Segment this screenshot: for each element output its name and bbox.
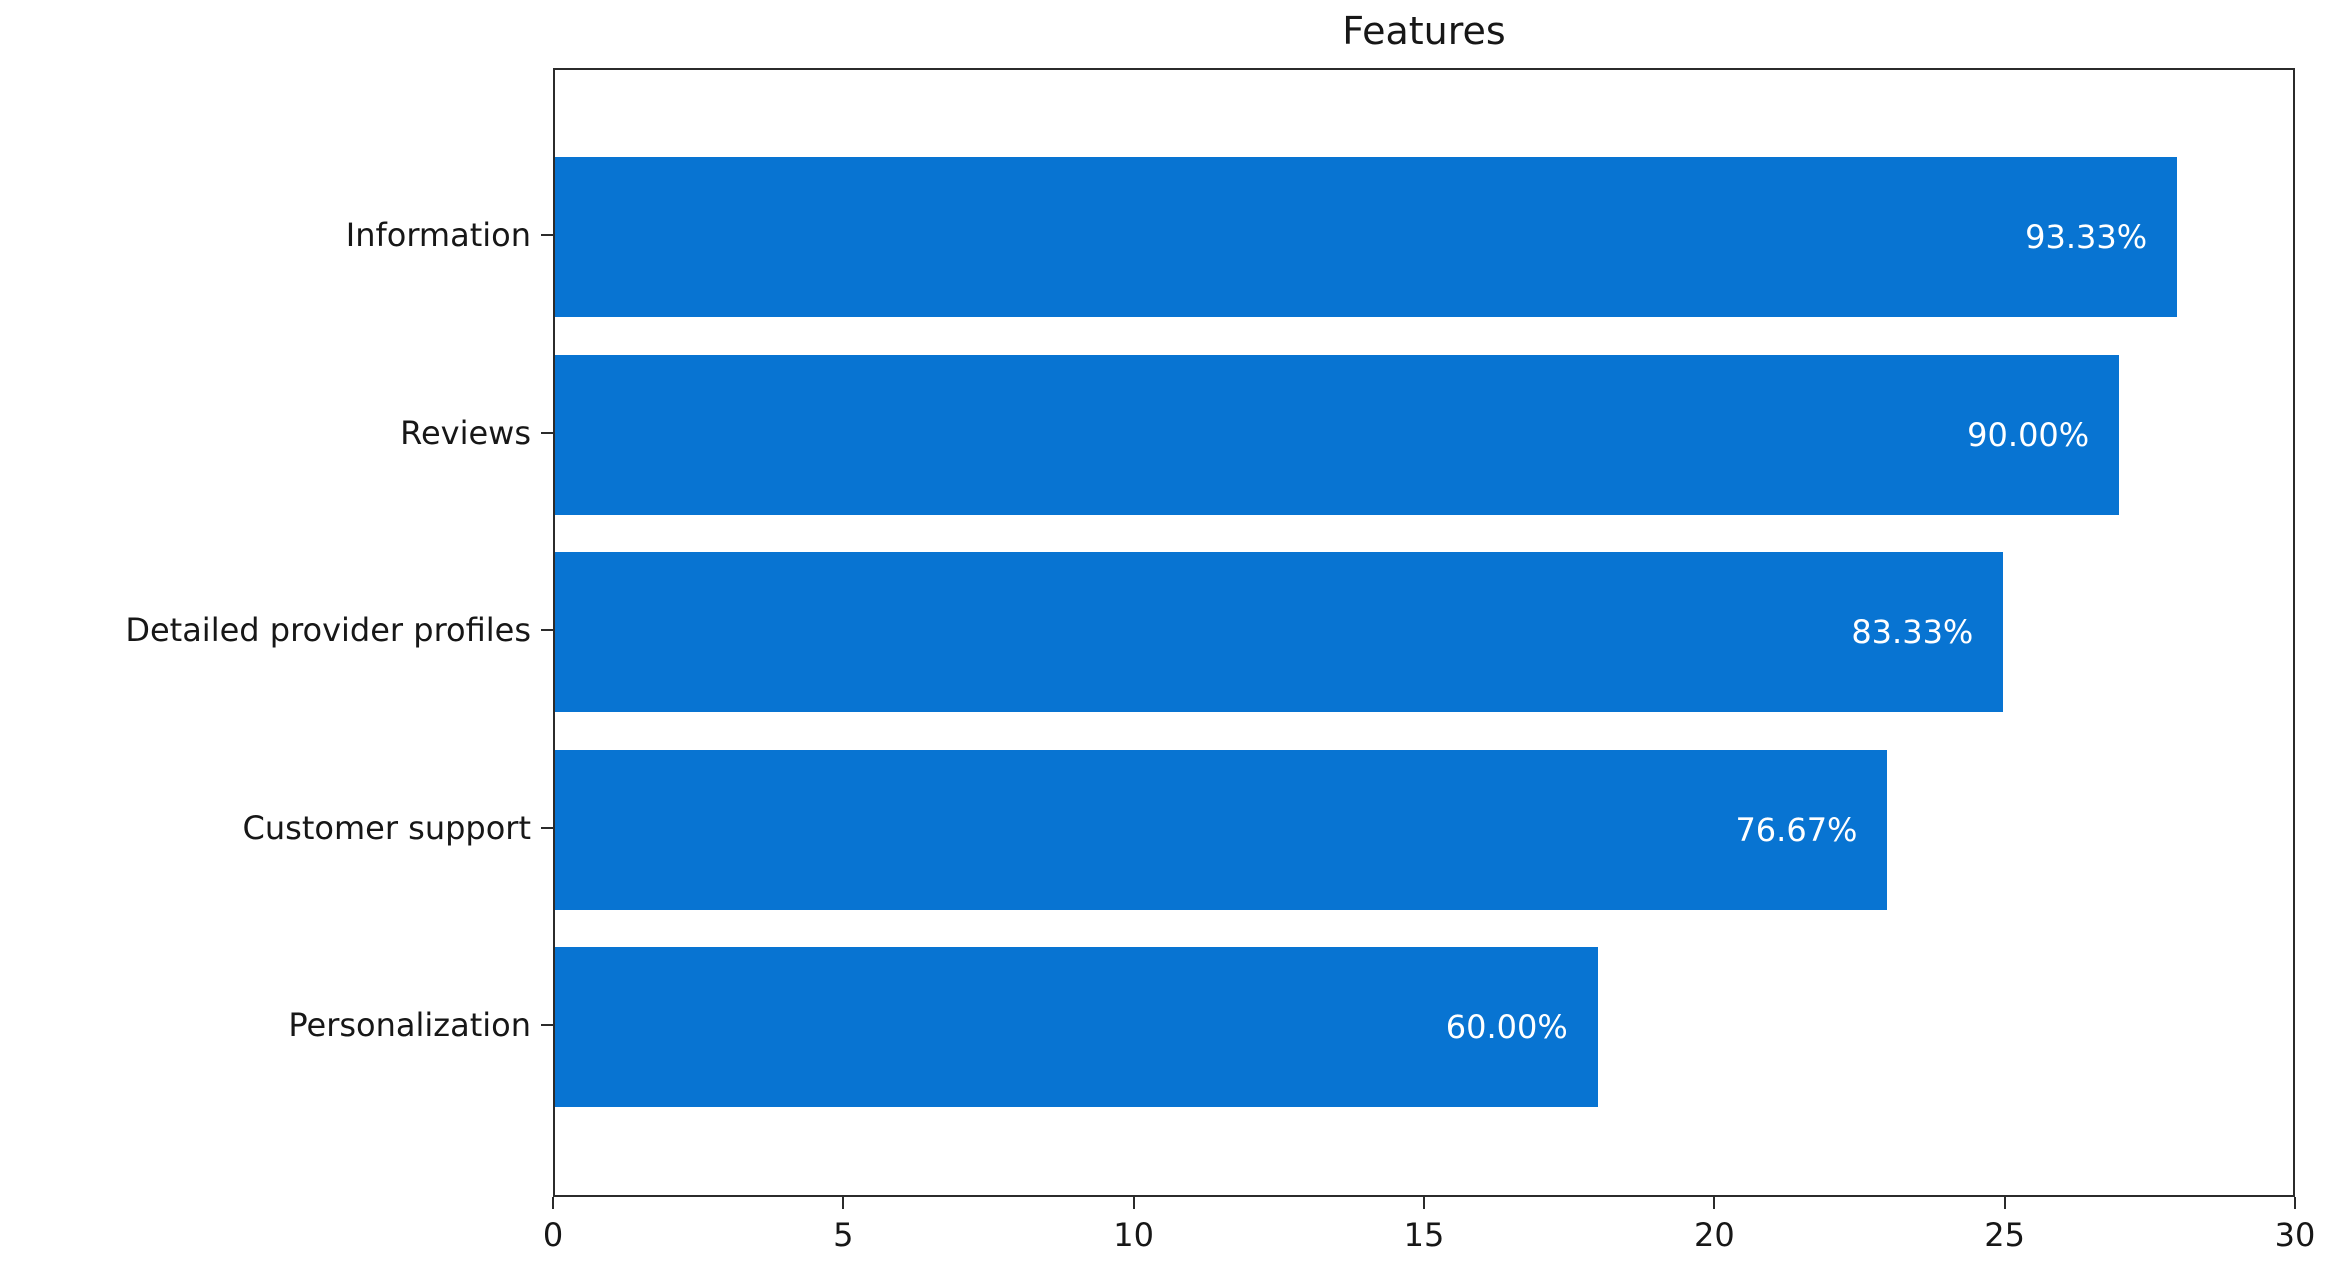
ytick-label-information: Information [345, 216, 531, 254]
xtick-label: 0 [542, 1216, 564, 1254]
y-tick-mark [541, 234, 553, 236]
xtick-label: 15 [1403, 1216, 1445, 1254]
x-tick-mark [1713, 1197, 1716, 1209]
bar-value-label: 76.67% [1735, 810, 1858, 849]
y-tick-mark [541, 431, 553, 434]
bar-reviews: 90.00% [555, 354, 2120, 515]
ytick-label-personalization: Personalization [288, 1006, 531, 1044]
y-tick-mark [541, 826, 553, 829]
x-tick-mark [1423, 1197, 1425, 1209]
ytick-label-detailed-provider-profiles: Detailed provider profiles [125, 611, 531, 649]
ytick-label-customer-support: Customer support [242, 808, 531, 847]
plot-area: 93.33% 90.00% 83.33% 76.67% 60.00% [553, 68, 2295, 1197]
bar-value-label: 60.00% [1445, 1008, 1568, 1046]
bar-information: 93.33% [555, 157, 2178, 317]
xtick-label: 5 [833, 1216, 854, 1254]
ytick-label-reviews: Reviews [400, 413, 531, 452]
bar-value-label: 90.00% [1967, 415, 2090, 454]
x-tick-mark [842, 1197, 845, 1209]
bar-detailed-provider-profiles: 83.33% [555, 552, 2004, 712]
xtick-label: 20 [1693, 1216, 1735, 1254]
bar-value-label: 83.33% [1851, 613, 1974, 651]
x-tick-mark [552, 1197, 554, 1209]
xtick-label: 30 [2274, 1216, 2316, 1254]
bar-value-label: 93.33% [2025, 218, 2148, 256]
x-tick-mark [1132, 1197, 1135, 1209]
y-tick-mark [541, 1024, 553, 1026]
xtick-label: 25 [1984, 1216, 2026, 1254]
y-tick-mark [541, 629, 553, 631]
x-tick-mark [2003, 1197, 2006, 1209]
x-tick-mark [2294, 1197, 2296, 1209]
bar-personalization: 60.00% [555, 947, 1598, 1107]
chart-title: Features [1342, 9, 1506, 53]
bar-customer-support: 76.67% [555, 749, 1888, 910]
xtick-label: 10 [1113, 1216, 1155, 1254]
